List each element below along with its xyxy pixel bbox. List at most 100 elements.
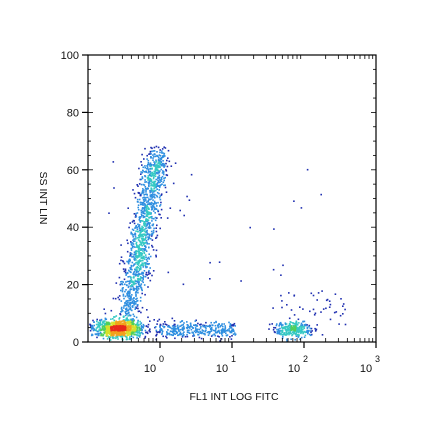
data-point	[130, 335, 133, 338]
data-point	[117, 332, 120, 335]
data-point	[329, 303, 332, 306]
data-point	[140, 216, 142, 218]
data-point	[304, 334, 307, 337]
data-point	[290, 338, 292, 340]
data-point	[113, 316, 115, 318]
data-point	[147, 175, 150, 177]
data-point	[90, 328, 93, 330]
data-point	[150, 203, 152, 206]
data-point	[295, 325, 298, 328]
data-point	[200, 323, 202, 326]
data-point	[182, 323, 184, 326]
data-point	[129, 323, 131, 326]
data-point	[154, 173, 156, 176]
data-point	[149, 196, 152, 198]
data-point	[189, 325, 192, 328]
data-point	[160, 208, 163, 211]
data-point	[145, 218, 147, 220]
data-point	[142, 235, 145, 238]
data-point	[146, 263, 149, 265]
data-point	[287, 328, 289, 330]
data-point	[193, 330, 196, 333]
data-point	[135, 225, 137, 227]
data-point	[194, 320, 197, 322]
data-point	[133, 222, 136, 225]
data-point	[142, 227, 144, 229]
data-point	[150, 235, 153, 237]
data-point	[134, 269, 136, 271]
data-point	[141, 257, 143, 260]
data-point	[140, 311, 142, 314]
data-point	[112, 332, 114, 335]
data-point	[146, 223, 148, 226]
data-point	[118, 320, 120, 323]
data-point	[151, 217, 153, 220]
data-point	[156, 217, 158, 219]
data-point	[145, 187, 148, 190]
data-point	[130, 231, 132, 234]
data-point	[141, 227, 143, 230]
data-point	[195, 319, 197, 322]
data-point	[145, 325, 148, 327]
data-point	[159, 170, 161, 172]
data-point	[146, 260, 149, 263]
data-point	[123, 319, 125, 321]
data-point	[101, 325, 104, 328]
data-point	[181, 327, 184, 330]
data-point	[223, 323, 225, 325]
data-point	[115, 282, 118, 284]
data-point	[139, 328, 141, 331]
data-point	[145, 201, 148, 203]
data-point	[153, 227, 155, 230]
data-point	[130, 266, 133, 268]
data-point	[149, 279, 152, 282]
data-point	[124, 268, 127, 271]
data-point	[133, 303, 135, 306]
data-point	[155, 183, 158, 186]
data-point	[157, 176, 159, 178]
data-point	[210, 330, 213, 332]
data-point	[284, 329, 287, 331]
data-point	[174, 325, 177, 328]
data-point	[141, 248, 144, 250]
data-point	[144, 335, 147, 338]
data-point	[121, 325, 124, 327]
data-point	[105, 334, 108, 337]
data-point	[224, 328, 227, 330]
data-point	[164, 186, 167, 189]
data-point	[159, 205, 161, 207]
data-point	[279, 322, 281, 325]
data-point	[137, 260, 139, 262]
data-point	[136, 297, 138, 300]
data-point	[282, 335, 284, 338]
data-point	[166, 174, 169, 177]
data-point	[156, 323, 158, 325]
data-point	[159, 329, 161, 331]
data-point	[140, 203, 142, 206]
data-point	[176, 324, 179, 327]
data-point	[187, 326, 190, 328]
data-point	[137, 262, 140, 264]
data-point	[144, 212, 146, 215]
data-point	[121, 280, 123, 283]
data-point	[140, 228, 142, 230]
data-point	[342, 313, 344, 315]
data-point	[154, 162, 156, 165]
data-point	[136, 326, 139, 329]
data-point	[234, 333, 237, 336]
data-point	[123, 278, 126, 281]
data-point	[186, 195, 188, 198]
data-point	[229, 325, 231, 328]
data-point	[188, 331, 190, 334]
data-point	[122, 315, 125, 318]
data-point	[105, 325, 107, 328]
data-point	[146, 196, 149, 199]
data-point	[197, 333, 199, 336]
data-point	[168, 332, 171, 335]
data-point	[171, 330, 174, 333]
data-point	[112, 326, 115, 329]
data-point	[133, 192, 136, 195]
data-point	[146, 241, 148, 244]
data-point	[314, 312, 317, 315]
data-point	[300, 336, 303, 339]
